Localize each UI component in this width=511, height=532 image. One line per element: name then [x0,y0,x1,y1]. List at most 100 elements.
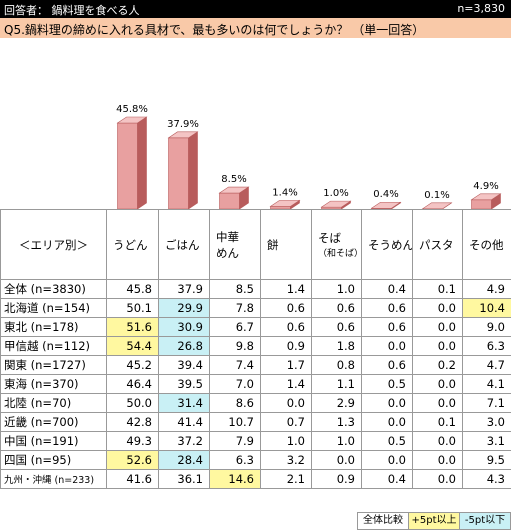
row-label: 近畿 (n=700) [0,412,107,432]
column-header-label: うどん [113,237,148,252]
table-cell: 0.0 [260,393,312,413]
row-label: 東海 (n=370) [0,374,107,394]
column-header: 中華 めん [209,209,261,280]
table-cell: 0.4 [361,469,413,489]
bar [320,200,352,209]
bar-top [421,202,453,209]
row-label: 全体 (n=3830) [0,279,107,299]
data-label: 1.4% [272,187,297,198]
table-cell: 0.0 [361,336,413,356]
table-row: 中国 (n=191) 49.3 37.2 7.9 1.0 1.0 0.5 0.0 3.1 [0,431,511,451]
table-cell: 0.9 [260,336,312,356]
table-cell: 8.5 [209,279,261,299]
table-cell: 4.3 [462,469,511,489]
data-label: 0.1% [424,190,449,201]
bar-top [116,116,148,124]
bar-top [320,200,352,208]
table-cell: 0.5 [361,374,413,394]
top-bar: 回答者： 鍋料理を食べる人 n=3,830 [0,0,511,18]
row-label: 北陸 (n=70) [0,393,107,413]
table-cell: 31.4 [158,393,210,413]
table-cell: 1.1 [311,374,362,394]
table-cell: 7.8 [209,298,261,318]
table-cell: 1.0 [311,279,362,299]
table-cell: 0.0 [412,298,463,318]
table-cell: 9.8 [209,336,261,356]
bar-top [218,186,250,194]
bar-top [370,201,402,209]
table-cell: 3.1 [462,431,511,451]
table-cell: 0.2 [412,355,463,375]
table-cell: 1.4 [260,374,312,394]
table-cell: 50.0 [106,393,159,413]
table-cell: 0.6 [311,298,362,318]
table-cell: 0.7 [260,412,312,432]
data-label: 0.4% [373,189,398,200]
table-cell: 30.9 [158,317,210,337]
data-label: 4.9% [473,181,498,192]
table-row: 北陸 (n=70) 50.0 31.4 8.6 0.0 2.9 0.0 0.0 7.1 [0,393,511,413]
table-cell: 14.6 [209,469,261,489]
table-cell: 4.9 [462,279,511,299]
table-row: 九州・沖縄 (n=233) 41.6 36.1 14.6 2.1 0.9 0.4 0.0 4.3 [0,469,511,489]
table-cell: 6.3 [462,336,511,356]
table-cell: 0.0 [412,374,463,394]
bar-front [168,137,189,209]
table-row: 北海道 (n=154) 50.1 29.9 7.8 0.6 0.6 0.6 0.0 10.4 [0,298,511,318]
table-row: 近畿 (n=700) 42.8 41.4 10.7 0.7 1.3 0.0 0.1 3.0 [0,412,511,432]
table-cell: 52.6 [106,450,159,470]
row-label: 甲信越 (n=112) [0,336,107,356]
table-cell: 6.3 [209,450,261,470]
respondent-label: 回答者： 鍋料理を食べる人 [4,4,140,17]
row-label: 関東 (n=1727) [0,355,107,375]
table-cell: 0.6 [361,355,413,375]
table-cell: 54.4 [106,336,159,356]
bar [269,199,301,209]
table-cell: 1.0 [311,431,362,451]
row-label: 東北 (n=178) [0,317,107,337]
table-cell: 51.6 [106,317,159,337]
table-cell: 7.4 [209,355,261,375]
column-header: そば （和そば） [311,209,362,280]
table-cell: 45.2 [106,355,159,375]
table-cell: 0.1 [412,412,463,432]
data-label: 8.5% [221,174,246,185]
table-cell: 4.7 [462,355,511,375]
table-cell: 28.4 [158,450,210,470]
bar-front [471,199,492,209]
table-cell: 7.0 [209,374,261,394]
column-header: その他 [462,209,511,280]
column-header: そうめん [361,209,413,280]
table-row: 甲信越 (n=112) 54.4 26.8 9.8 0.9 1.8 0.0 0.0 6.3 [0,336,511,356]
table-cell: 8.6 [209,393,261,413]
table-cell: 0.1 [412,279,463,299]
column-header: パスタ [412,209,463,280]
table-cell: 9.5 [462,450,511,470]
area-table: ＜エリア別＞ うどん ごはん 中華 めん餅そば （和そば） そうめん パスタ その他 全体 (… [0,209,511,489]
table-cell: 0.0 [412,393,463,413]
table-cell: 0.9 [311,469,362,489]
table-cell: 4.1 [462,374,511,394]
data-label: 45.8% [116,104,148,115]
legend-overall: 全体比較 [357,512,409,530]
column-header-label: その他 [469,237,504,252]
table-cell: 36.1 [158,469,210,489]
column-header-label: パスタ [419,237,454,252]
table-cell: 45.8 [106,279,159,299]
bar [116,116,148,209]
bar [167,131,199,209]
table-cell: 42.8 [106,412,159,432]
column-header-label: 中華 [216,229,239,244]
table-cell: 6.7 [209,317,261,337]
table-cell: 0.6 [311,317,362,337]
row-label: 四国 (n=95) [0,450,107,470]
table-row: 四国 (n=95) 52.6 28.4 6.3 3.2 0.0 0.0 0.0 9.5 [0,450,511,470]
table-cell: 0.6 [260,317,312,337]
table-cell: 1.0 [260,431,312,451]
bar-top [269,200,301,207]
column-header: 餅 [260,209,312,280]
table-cell: 1.3 [311,412,362,432]
data-label: 37.9% [167,119,199,130]
bar [370,201,402,209]
table-cell: 0.5 [361,431,413,451]
